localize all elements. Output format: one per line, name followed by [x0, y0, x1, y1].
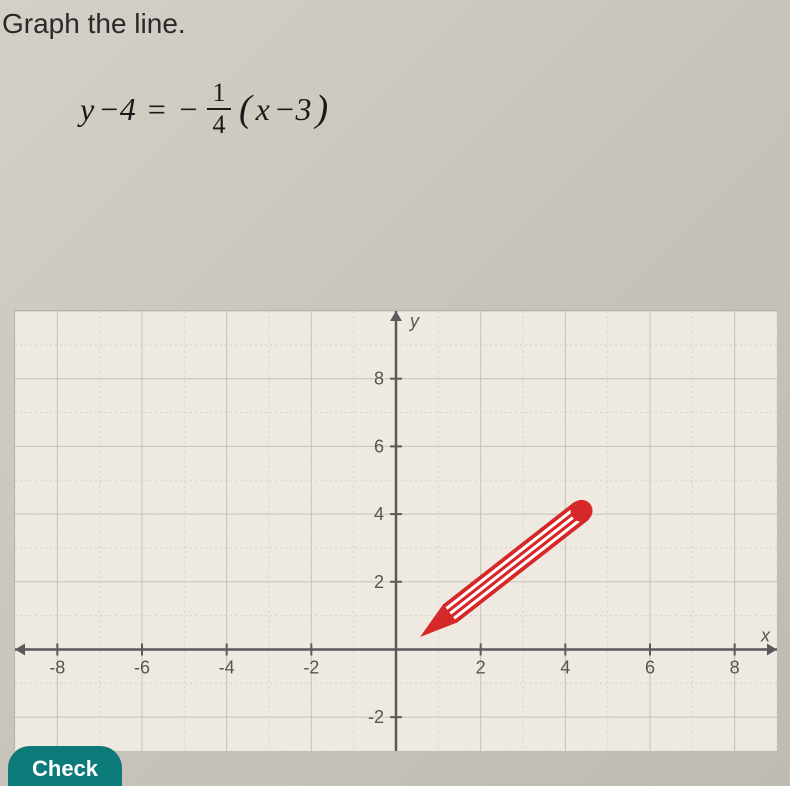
- svg-text:2: 2: [476, 657, 486, 677]
- coordinate-grid[interactable]: y x -8 -6 -4 -2 2 4 6 8 -2 2 4 6 8: [15, 311, 777, 751]
- eq-frac-den: 4: [207, 108, 231, 138]
- eq-rhs-const: −3: [274, 91, 312, 128]
- eq-frac-num: 1: [212, 80, 225, 108]
- svg-text:y: y: [408, 311, 420, 331]
- svg-text:-4: -4: [219, 657, 235, 677]
- svg-text:-6: -6: [134, 657, 150, 677]
- svg-text:4: 4: [560, 657, 570, 677]
- check-button[interactable]: Check: [8, 746, 122, 786]
- svg-text:-2: -2: [368, 707, 384, 727]
- eq-lhs-const: −4: [98, 91, 136, 128]
- svg-text:8: 8: [374, 369, 384, 389]
- prompt-text: Graph the line.: [2, 8, 186, 40]
- eq-lhs-var: y: [80, 91, 94, 128]
- svg-text:-2: -2: [303, 657, 319, 677]
- svg-text:x: x: [760, 625, 771, 645]
- equation: y −4 = − 1 4 ( x −3 ): [80, 80, 328, 138]
- svg-text:4: 4: [374, 504, 384, 524]
- svg-text:6: 6: [645, 657, 655, 677]
- svg-text:-8: -8: [49, 657, 65, 677]
- eq-fraction: 1 4: [207, 80, 231, 138]
- graph-area[interactable]: y x -8 -6 -4 -2 2 4 6 8 -2 2 4 6 8: [14, 310, 776, 750]
- svg-text:6: 6: [374, 436, 384, 456]
- eq-rhs-var: x: [256, 91, 270, 128]
- eq-neg: −: [177, 91, 199, 128]
- eq-equals: =: [146, 91, 168, 128]
- svg-text:2: 2: [374, 572, 384, 592]
- svg-text:8: 8: [730, 657, 740, 677]
- eq-close-paren: ): [315, 87, 328, 131]
- eq-open-paren: (: [239, 87, 252, 131]
